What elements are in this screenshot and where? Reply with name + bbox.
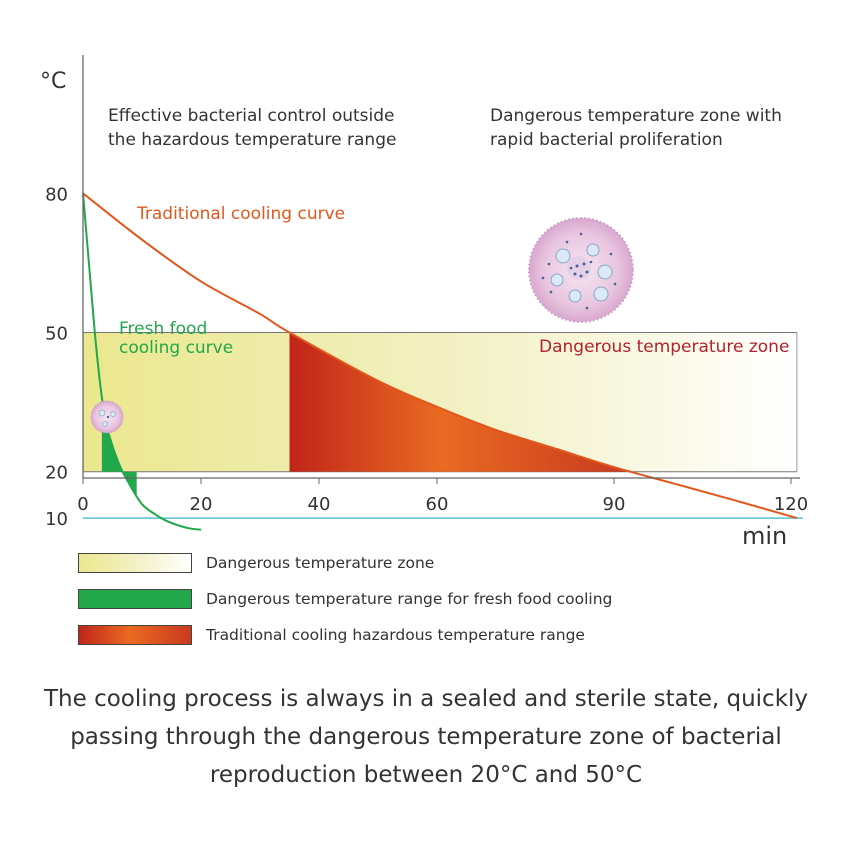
y-tick-label: 50 xyxy=(45,324,68,345)
legend-item-traditional-range: Traditional cooling hazardous temperatur… xyxy=(78,625,718,647)
x-tick-label: 120 xyxy=(774,494,808,515)
traditional-curve-label: Traditional cooling curve xyxy=(136,204,345,224)
legend-swatch-green xyxy=(78,589,192,609)
fresh-hazard-area xyxy=(101,395,137,496)
legend-swatch-red xyxy=(78,625,192,645)
x-tick-label: 20 xyxy=(190,494,213,515)
caption-line-2: passing through the dangerous temperatur… xyxy=(70,724,782,750)
right-note-line-2: rapid bacterial proliferation xyxy=(490,130,723,150)
x-tick-label: 0 xyxy=(77,494,88,515)
fresh-curve-label-line-2: cooling curve xyxy=(119,338,233,358)
caption: The cooling process is always in a seale… xyxy=(20,680,832,794)
legend-swatch-yellow xyxy=(78,553,192,573)
bacteria-large-icon xyxy=(528,217,634,323)
fresh-curve-label-line-1: Fresh food xyxy=(119,319,207,339)
y-tick-label: 20 xyxy=(45,463,68,484)
legend-label: Dangerous temperature zone xyxy=(206,554,435,572)
y-tick-label: 10 xyxy=(45,509,68,530)
legend-label: Traditional cooling hazardous temperatur… xyxy=(206,626,585,644)
fresh-cooling-curve xyxy=(82,193,202,531)
legend-item-fresh-range: Dangerous temperature range for fresh fo… xyxy=(78,589,718,611)
left-note-line-2: the hazardous temperature range xyxy=(108,130,396,150)
y-axis-unit: °C xyxy=(40,69,66,94)
traditional-hazard-area xyxy=(289,332,626,472)
y-tick-label: 80 xyxy=(45,184,68,205)
zone-label: Dangerous temperature zone xyxy=(539,337,789,357)
legend-label: Dangerous temperature range for fresh fo… xyxy=(206,590,613,608)
x-axis-unit: min xyxy=(742,522,787,550)
caption-line-1: The cooling process is always in a seale… xyxy=(43,686,809,712)
left-note-line-1: Effective bacterial control outside xyxy=(108,106,395,126)
x-tick-label: 40 xyxy=(308,494,331,515)
right-note-line-1: Dangerous temperature zone with xyxy=(490,106,782,126)
legend-item-dangerous-zone: Dangerous temperature zone xyxy=(78,553,718,575)
x-tick-label: 90 xyxy=(603,494,626,515)
traditional-cooling-curve xyxy=(82,192,798,520)
caption-line-3: reproduction between 20°C and 50°C xyxy=(209,762,643,788)
x-tick-label: 60 xyxy=(426,494,449,515)
bacteria-small-icon xyxy=(90,400,124,434)
